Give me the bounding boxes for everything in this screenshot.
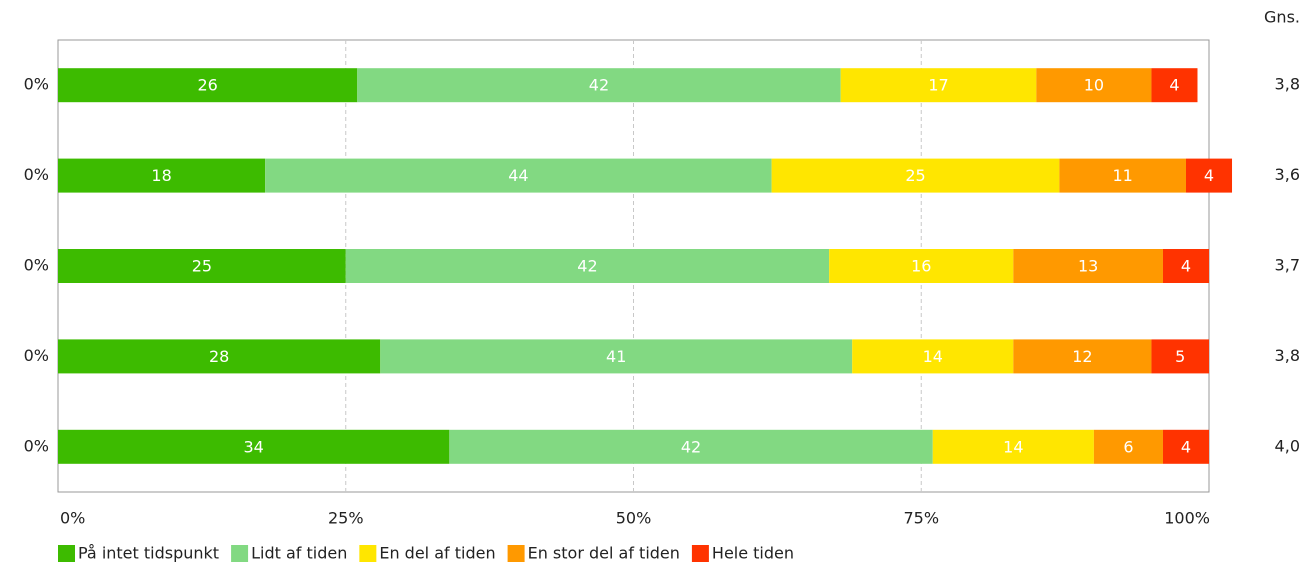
value-label: 5 [1175,347,1185,366]
bar-segment [1059,158,1186,193]
value-label: 41 [606,347,626,366]
value-label: 42 [589,76,609,95]
bar-segment [58,68,358,103]
value-label: 12 [1072,347,1092,366]
x-tick-label: 75% [903,509,939,528]
bar-segment [58,339,381,374]
legend-swatch [507,545,525,562]
x-tick-label: 50% [616,509,652,528]
value-label: 25 [905,166,925,185]
value-label: 4 [1181,257,1191,276]
bar-segment [357,68,841,103]
legend-label: En stor del af tiden [528,544,680,563]
bar-segment [1151,68,1198,103]
bar-segment [1162,249,1209,283]
row-label: 0% [24,75,49,94]
bar-segment [265,158,772,193]
value-label: 11 [1112,166,1132,185]
bar-segment [771,158,1060,193]
bar-segment [932,429,1094,464]
bar-segment [1162,429,1209,464]
bar-segment [449,429,933,464]
bar-segment [829,249,1014,283]
value-label: 34 [243,437,263,456]
legend-swatch [359,545,377,562]
x-tick-label: 100% [1164,509,1210,528]
value-label: 4 [1204,166,1214,185]
row-label: 0% [24,346,49,365]
value-label: 4 [1169,76,1179,95]
row-label: 0% [24,436,49,455]
average-label: 3,8 [1275,75,1300,94]
value-label: 6 [1123,437,1133,456]
bar-segment [345,249,830,283]
value-label: 10 [1084,76,1104,95]
bar-segment [840,68,1037,103]
average-label: 3,6 [1275,165,1300,184]
x-tick-label: 0% [60,509,85,528]
value-label: 14 [923,347,943,366]
bar-segment [58,158,266,193]
value-label: 28 [209,347,229,366]
row-label: 0% [24,256,49,275]
value-label: 14 [1003,437,1023,456]
value-label: 18 [151,166,171,185]
legend-label: Hele tiden [712,544,794,563]
value-label: 17 [928,76,948,95]
bar-segment [1036,68,1152,103]
legend-swatch [691,545,709,562]
value-label: 4 [1181,437,1191,456]
value-label: 25 [192,257,212,276]
value-label: 26 [197,76,217,95]
row-label: 0% [24,165,49,184]
legend-swatch [58,545,75,562]
value-label: 44 [508,166,528,185]
legend-label: På intet tidspunkt [78,544,219,563]
average-label: 3,8 [1275,346,1300,365]
bar-segment [380,339,853,374]
bar-segment [1185,158,1233,193]
bar-segment [1013,249,1163,283]
bar-segment [58,249,346,283]
averages-title: Gns. [1264,8,1300,27]
bar-segment [1093,429,1163,464]
legend-label: Lidt af tiden [251,544,347,563]
average-label: 3,7 [1275,256,1300,275]
legend-swatch [231,545,249,562]
bar-segment [1013,339,1152,374]
value-label: 13 [1078,257,1098,276]
value-label: 16 [911,257,931,276]
x-tick-label: 25% [328,509,364,528]
average-label: 4,0 [1275,436,1300,455]
bar-segment [1151,339,1209,374]
value-label: 42 [577,257,597,276]
bar-segment [852,339,1014,374]
bar-segment [58,429,450,464]
value-label: 42 [681,437,701,456]
legend-label: En del af tiden [379,544,495,563]
